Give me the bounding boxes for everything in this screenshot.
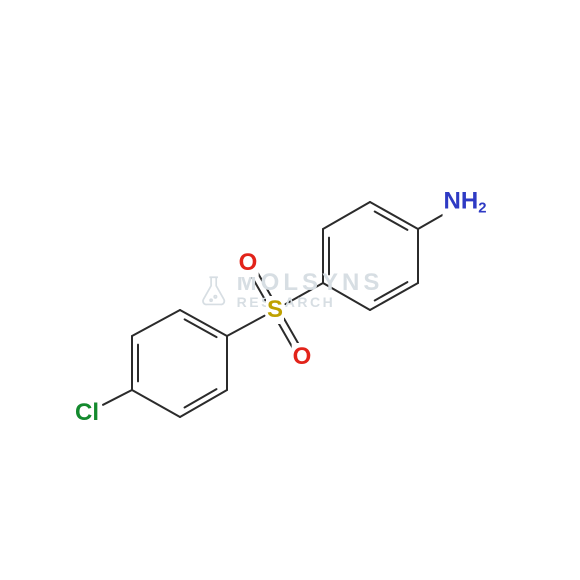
atom-label-O2: O [292, 343, 313, 371]
molecule-stage: MOLSYNS RESEARCH ClSOONH2 [0, 0, 580, 580]
atom-label-N: NH2 [443, 188, 488, 217]
atom-label-O1: O [238, 249, 259, 277]
molecule-svg [0, 0, 580, 580]
atom-label-Cl: Cl [74, 399, 100, 427]
atom-label-S: S [266, 296, 284, 324]
